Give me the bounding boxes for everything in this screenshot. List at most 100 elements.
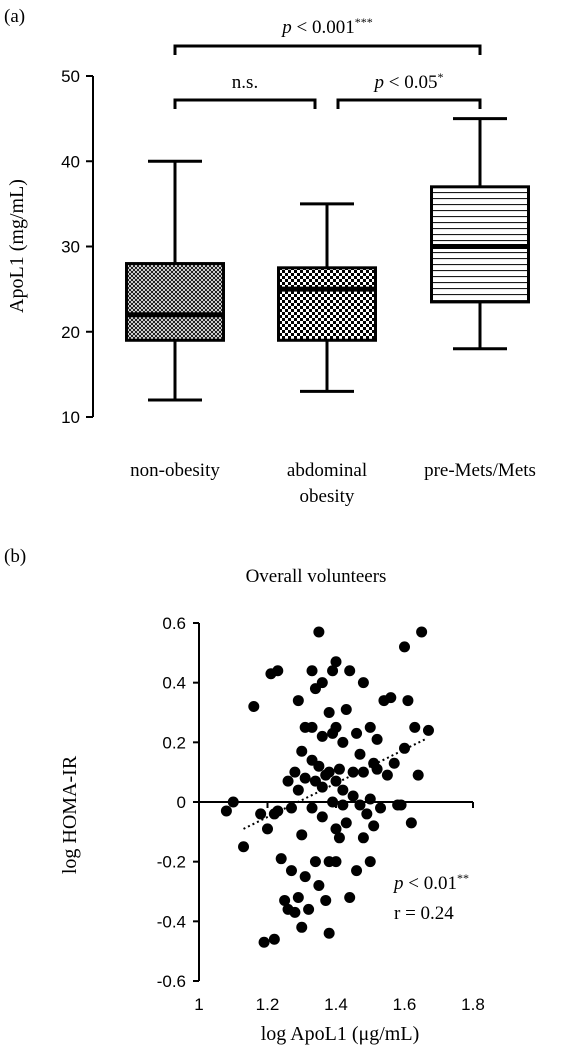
significance-stars: *** [355, 15, 373, 29]
significance-label: p < 0.05* [373, 70, 444, 93]
scatter-x-tick-label: 1.2 [256, 995, 280, 1014]
box-category-label: abdominal [287, 460, 367, 481]
scatter-point [323, 707, 335, 718]
scatter-point [333, 763, 345, 775]
scatter-point [268, 808, 280, 820]
scatter-point [422, 724, 434, 736]
scatter-point [357, 766, 369, 778]
scatter-x-axis-label: log ApoL1 (μg/mL) [261, 1023, 420, 1045]
scatter-point [255, 808, 267, 820]
scatter-point [351, 865, 363, 877]
scatter-point [313, 760, 325, 772]
scatter-point [306, 721, 318, 733]
scatter-point [399, 742, 410, 754]
box-category-label: pre-Mets/Mets [424, 460, 536, 481]
scatter-y-tick-label: 0.4 [162, 674, 186, 693]
scatter-point [364, 793, 376, 805]
scatter-axes: 0.6 0.4 0.2 0 -0.2 -0.4 -0.6 1 1.2 1.4 1.6 1.8 [157, 614, 485, 1014]
significance-bracket [173, 98, 317, 109]
scatter-point [381, 769, 393, 781]
scatter-points [220, 626, 434, 948]
box-y-tick-label: 30 [61, 238, 80, 257]
scatter-point [405, 817, 417, 829]
scatter-point [340, 817, 352, 829]
scatter-p-value: p < 0.01** [392, 871, 469, 894]
scatter-point [371, 763, 383, 775]
scatter-point [227, 796, 239, 808]
scatter-point [248, 701, 260, 713]
significance-text: < 0.001 [292, 17, 355, 38]
scatter-point [327, 796, 339, 808]
box-0 [125, 262, 225, 342]
box-x-labels: non-obesity abdominal obesity pre-Mets/Mets [130, 460, 536, 507]
scatter-point [344, 665, 356, 677]
scatter-point [327, 665, 339, 677]
scatter-point [285, 802, 297, 814]
scatter-point [296, 745, 308, 757]
scatter-y-axis-label: log HOMA-IR [59, 755, 81, 874]
scatter-point [309, 856, 321, 868]
significance-p: p [280, 17, 292, 38]
significance-text: < 0.05 [384, 72, 437, 93]
scatter-point [306, 665, 318, 677]
scatter-y-tick-label: 0.2 [162, 733, 186, 752]
scatter-point [330, 856, 342, 868]
scatter-point [313, 880, 325, 892]
scatter-point [402, 695, 414, 707]
scatter-x-tick-label: 1.8 [461, 995, 485, 1014]
scatter-point [299, 772, 311, 784]
trend-line [243, 738, 426, 830]
scatter-point [399, 641, 410, 653]
scatter-point [333, 832, 345, 844]
box-y-tick-label: 40 [61, 152, 80, 171]
scatter-r-value: r = 0.24 [394, 903, 454, 924]
box-y-tick-label: 20 [61, 323, 80, 342]
scatter-x-tick-label: 1 [194, 995, 203, 1014]
scatter-point [354, 799, 366, 811]
significance-brackets: p < 0.001*** n.s. p < 0.05* [173, 15, 482, 109]
scatter-point [375, 802, 387, 814]
scatter-point [385, 692, 397, 704]
box-category-label-line2: obesity [300, 486, 355, 507]
box-1 [277, 266, 377, 342]
scatter-point [289, 766, 301, 778]
box-y-tick-label: 10 [61, 408, 80, 427]
scatter-point [364, 856, 376, 868]
box-plot-boxes [125, 117, 530, 402]
significance-p: p [373, 72, 385, 93]
significance-text: n.s. [232, 72, 258, 93]
scatter-point [292, 891, 304, 903]
significance-label: n.s. [232, 72, 258, 93]
scatter-point [296, 921, 308, 933]
scatter-point [347, 766, 359, 778]
scatter-point [282, 775, 294, 787]
significance-bracket [336, 98, 482, 109]
scatter-point [316, 730, 328, 742]
scatter-point [313, 626, 325, 638]
scatter-point [272, 665, 284, 677]
scatter-point [412, 769, 424, 781]
scatter-point [337, 736, 349, 748]
scatter-point [258, 936, 270, 948]
scatter-point [337, 784, 349, 796]
scatter-point [323, 927, 335, 939]
scatter-point [347, 790, 359, 802]
scatter-point [296, 829, 308, 841]
scatter-y-tick-label: 0 [177, 793, 186, 812]
scatter-point [357, 832, 369, 844]
scatter-point [285, 865, 297, 877]
significance-label: p < 0.001*** [280, 15, 372, 38]
scatter-point [395, 799, 407, 811]
scatter-point [364, 721, 376, 733]
scatter-y-tick-label: 0.6 [162, 614, 186, 633]
scatter-y-tick-label: -0.2 [157, 853, 186, 872]
scatter-point [320, 894, 332, 906]
scatter-point [275, 853, 287, 865]
scatter-point [416, 626, 428, 638]
scatter-point [330, 721, 342, 733]
scatter-x-tick-label: 1.6 [393, 995, 417, 1014]
scatter-y-tick-label: -0.6 [157, 972, 186, 991]
panel-a-label: (a) [4, 6, 25, 27]
significance-bracket [173, 44, 482, 55]
